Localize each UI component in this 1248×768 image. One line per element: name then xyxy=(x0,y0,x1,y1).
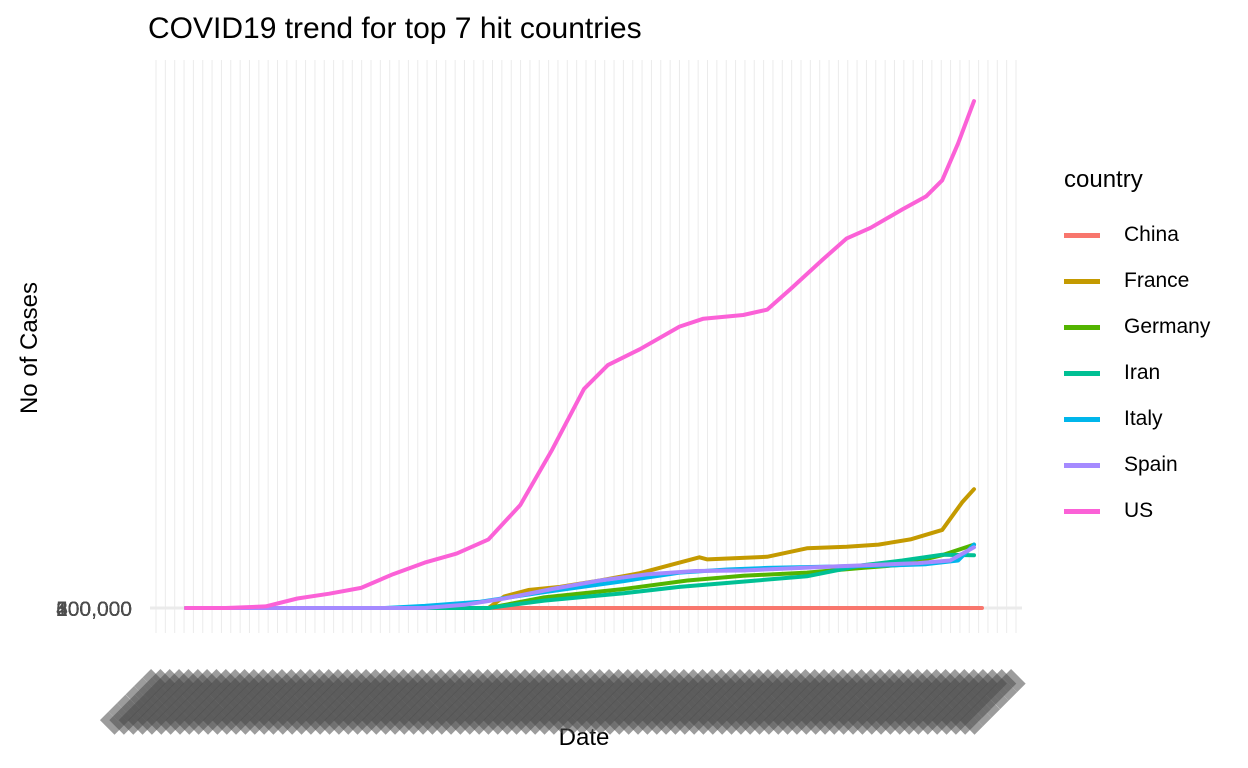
y-tick-label: 300,000 xyxy=(56,598,132,621)
legend-label: Italy xyxy=(1124,407,1163,430)
legend-label: Iran xyxy=(1124,361,1161,384)
legend-key xyxy=(1064,278,1100,284)
y-tick-label: 600,000 xyxy=(56,598,132,621)
series-line-iran xyxy=(184,552,976,610)
legend-item-germany: Germany xyxy=(1064,304,1210,350)
x-tick-labels: ████████████████████████████████████████… xyxy=(100,668,1027,735)
y-tick-label: 500,000 xyxy=(56,598,132,621)
y-tick-labels: 0100,000200,000300,000400,000500,000600,… xyxy=(56,598,132,621)
series-lines xyxy=(184,99,984,610)
legend-key xyxy=(1064,232,1100,238)
legend-key xyxy=(1064,508,1100,514)
series-line-spain xyxy=(184,545,976,610)
plot-area: 0100,000200,000300,000400,000500,000600,… xyxy=(56,60,1027,735)
legend-item-spain: Spain xyxy=(1064,442,1210,488)
legend-item-china: China xyxy=(1064,212,1210,258)
legend-label: US xyxy=(1124,499,1154,522)
legend-item-italy: Italy xyxy=(1064,396,1210,442)
series-line-us xyxy=(184,99,976,610)
y-tick-label: 0 xyxy=(120,598,132,621)
x-axis-label: Date xyxy=(558,724,610,751)
legend-label: France xyxy=(1124,269,1190,292)
legend-key xyxy=(1064,370,1100,376)
legend: country China France Germany Iran Italy Spain… xyxy=(1064,166,1210,534)
legend-item-france: France xyxy=(1064,258,1210,304)
series-line-france xyxy=(184,487,976,610)
legend-item-us: US xyxy=(1064,488,1210,534)
legend-label: China xyxy=(1124,223,1179,246)
legend-key xyxy=(1064,324,1100,330)
legend-label: Germany xyxy=(1124,315,1211,338)
y-tick-label: 400,000 xyxy=(56,598,132,621)
y-tick-label: 100,000 xyxy=(56,598,132,621)
y-tick-label: 200,000 xyxy=(56,598,132,621)
legend-title: country xyxy=(1064,166,1143,193)
chart-title: COVID19 trend for top 7 hit countries xyxy=(148,12,642,45)
legend-label: Spain xyxy=(1124,453,1178,476)
legend-key xyxy=(1064,462,1100,468)
grid-lines xyxy=(150,60,1022,633)
legend-item-iran: Iran xyxy=(1064,350,1210,396)
legend-key xyxy=(1064,416,1100,422)
